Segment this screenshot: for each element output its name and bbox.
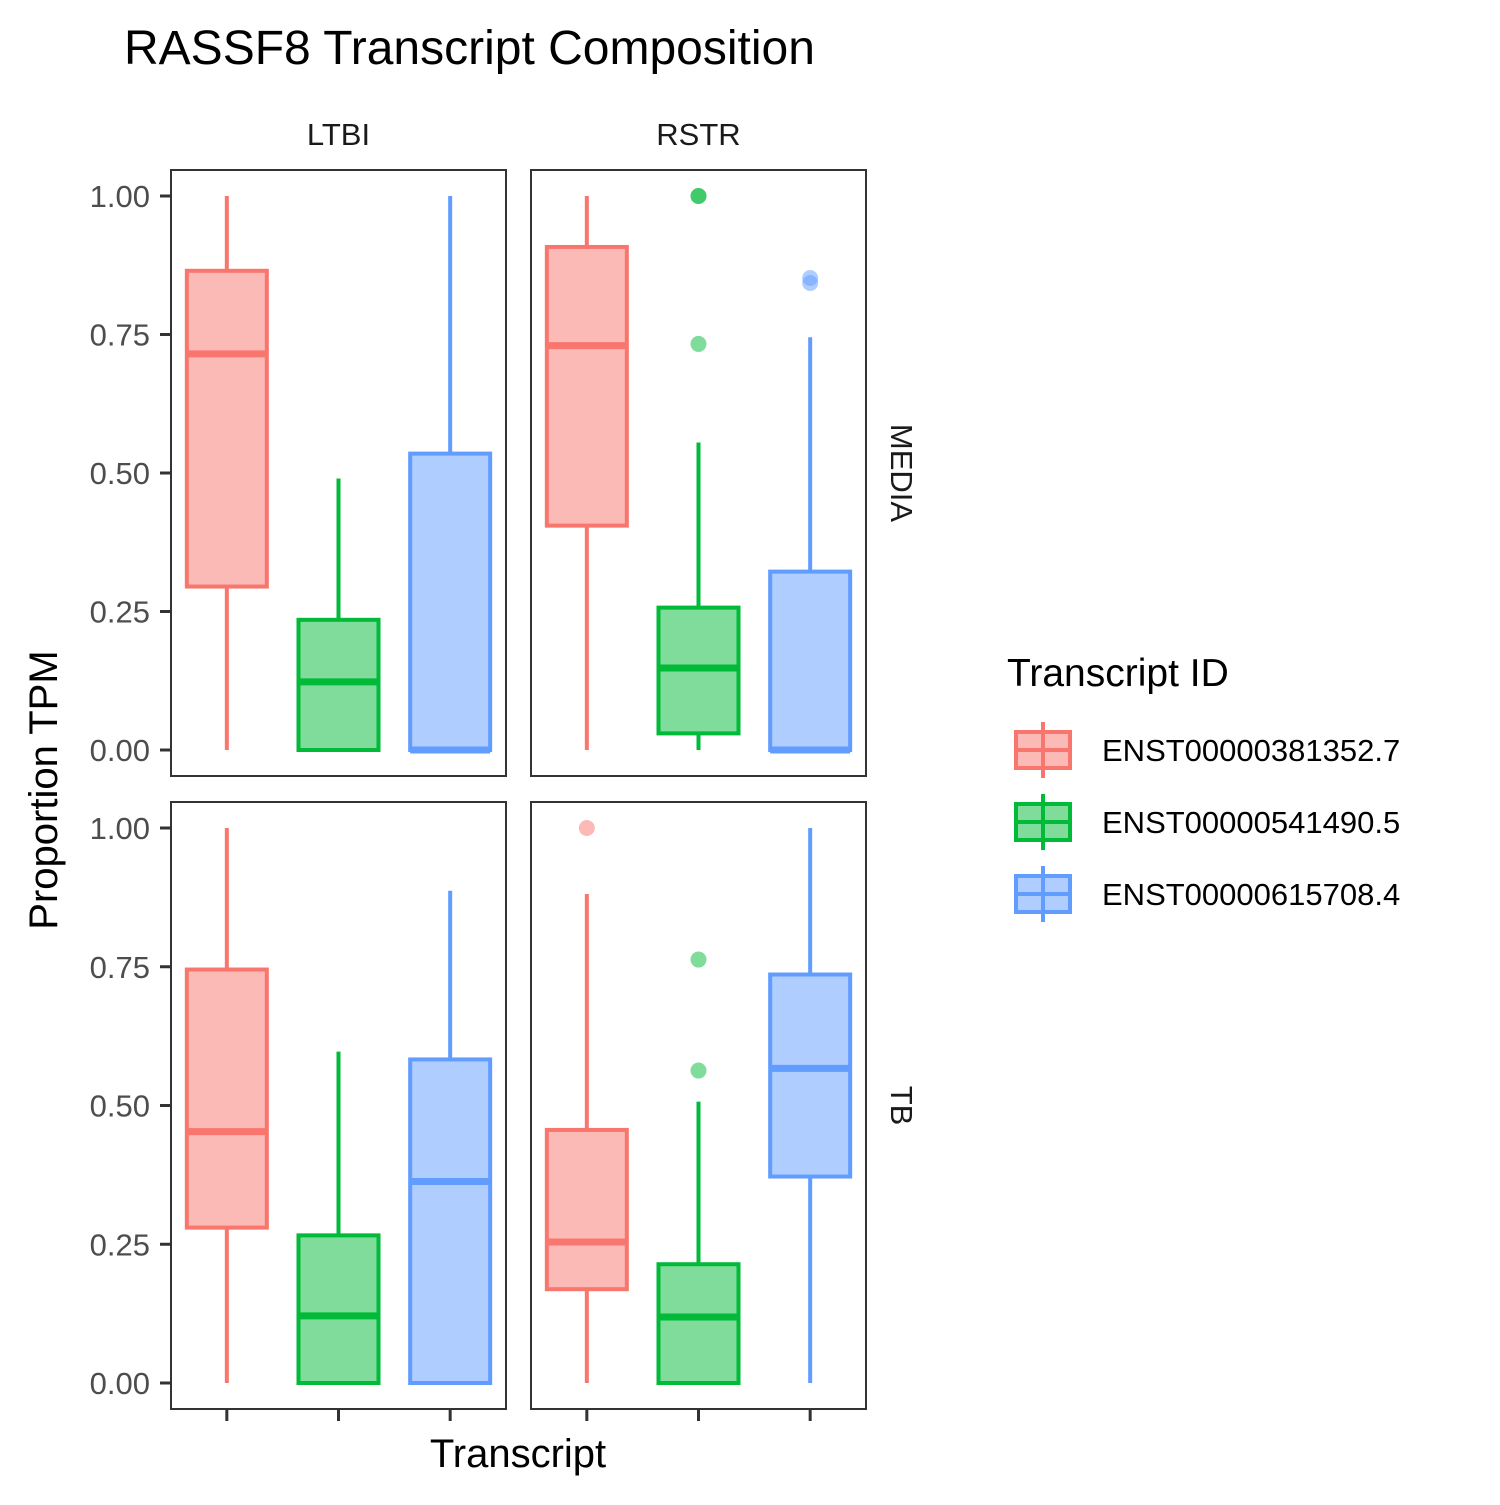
facet-label-row: MEDIA <box>884 424 919 523</box>
box-body <box>184 268 269 589</box>
box <box>656 188 741 750</box>
y-tick-label: 0.75 <box>90 318 150 353</box>
legend-item: ENST00000381352.7 <box>1014 722 1400 778</box>
facet-panel <box>170 801 507 1410</box>
box <box>296 1051 381 1385</box>
y-tick-label: 0.75 <box>90 950 150 985</box>
outlier-point <box>802 269 819 286</box>
y-tick-label: 0.00 <box>90 1366 150 1401</box>
legend-title: Transcript ID <box>1007 652 1229 695</box>
box-body <box>544 1127 629 1292</box>
plot-area: LTBI RSTR MEDIA TB 0.00 0.25 0.50 0.75 1.00 0.00 0… <box>90 117 919 1421</box>
facet-label-row: TB <box>884 1086 919 1126</box>
box-body <box>408 451 493 752</box>
y-tick-label: 1.00 <box>90 179 150 214</box>
box-body <box>768 569 853 752</box>
box <box>184 828 269 1383</box>
facet-panel <box>530 801 867 1410</box>
legend-label: ENST00000381352.7 <box>1102 733 1400 768</box>
legend-item: ENST00000541490.5 <box>1014 794 1400 850</box>
box <box>408 890 493 1386</box>
box-body <box>184 967 269 1230</box>
box-body <box>408 1057 493 1386</box>
box-body <box>544 244 629 528</box>
y-axis-title: Proportion TPM <box>22 650 66 929</box>
outlier-point <box>690 188 707 204</box>
box-body <box>656 1262 741 1385</box>
y-tick-label: 0.25 <box>90 595 150 630</box>
y-tick-label: 0.50 <box>90 456 150 491</box>
box-body <box>768 972 853 1179</box>
box <box>768 269 853 754</box>
y-tick-label: 0.00 <box>90 733 150 768</box>
box <box>408 196 493 754</box>
outlier-point <box>690 1062 707 1079</box>
y-tick-label: 0.50 <box>90 1089 150 1124</box>
facet-panel <box>170 169 507 777</box>
box <box>184 196 269 750</box>
facet-label-col: LTBI <box>307 117 370 152</box>
legend-item: ENST00000615708.4 <box>1014 866 1400 922</box>
box <box>544 820 629 1383</box>
outlier-point <box>690 951 707 968</box>
facet-panel <box>530 169 867 777</box>
outlier-point <box>690 335 707 352</box>
y-tick-label: 1.00 <box>90 811 150 846</box>
box-body <box>296 1233 381 1385</box>
panel-border <box>530 169 867 777</box>
box <box>768 828 853 1383</box>
box <box>656 951 741 1385</box>
legend-label: ENST00000615708.4 <box>1102 877 1400 912</box>
facet-label-col: RSTR <box>656 117 740 152</box>
x-axis-title: Transcript <box>430 1432 606 1476</box>
legend-label: ENST00000541490.5 <box>1102 805 1400 840</box>
box <box>296 478 381 752</box>
y-tick-label: 0.25 <box>90 1227 150 1262</box>
legend: ENST00000381352.7 ENST00000541490.5 ENST00… <box>1014 722 1400 922</box>
box <box>544 196 629 750</box>
chart-title: RASSF8 Transcript Composition <box>124 22 815 75</box>
outlier-point <box>578 820 595 836</box>
